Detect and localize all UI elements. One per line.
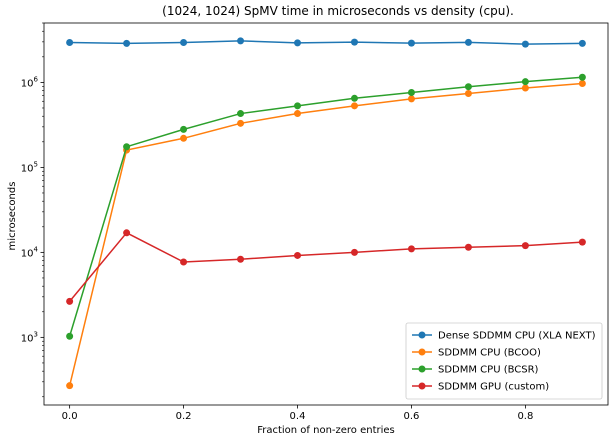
data-point <box>180 125 188 133</box>
x-tick-label: 0.6 <box>404 411 420 422</box>
legend: Dense SDDMM CPU (XLA NEXT) SDDMM CPU (BCO… <box>405 322 603 400</box>
data-point <box>294 39 302 47</box>
legend-label: SDDMM GPU (custom) <box>438 382 549 393</box>
data-point <box>578 238 586 246</box>
data-point <box>294 110 302 118</box>
y-axis-label: microseconds <box>7 182 18 251</box>
data-point <box>407 89 415 97</box>
chart-title: (1024, 1024) SpMV time in microseconds v… <box>162 4 514 18</box>
data-point <box>123 39 131 47</box>
y-tick-label: 103 <box>21 330 38 344</box>
plot-area <box>66 37 586 390</box>
data-point <box>521 40 529 48</box>
data-point <box>350 248 358 256</box>
legend-label: SDDMM CPU (BCOO) <box>438 348 541 359</box>
legend-marker <box>418 348 426 356</box>
data-point <box>407 245 415 253</box>
series-line <box>69 40 583 45</box>
legend-marker <box>418 365 426 373</box>
data-point <box>464 38 472 46</box>
data-point <box>578 73 586 81</box>
data-point <box>294 251 302 259</box>
data-point <box>180 134 188 142</box>
data-point <box>66 332 74 340</box>
series-line <box>69 231 583 302</box>
y-tick-label: 106 <box>21 75 39 89</box>
data-point <box>407 95 415 103</box>
data-point <box>66 382 74 390</box>
legend-marker <box>418 382 426 390</box>
x-tick-label: 0.0 <box>62 411 78 422</box>
data-point <box>464 243 472 251</box>
series-4 <box>66 229 586 305</box>
data-point <box>66 38 74 46</box>
data-point <box>237 110 245 118</box>
plot-frame <box>43 22 609 406</box>
axes: 0.0 0.2 0.4 0.6 0.8 103 104 105 106 <box>21 22 609 422</box>
legend-label: SDDMM CPU (BCSR) <box>438 365 539 376</box>
data-point <box>180 38 188 46</box>
data-point <box>350 94 358 102</box>
data-point <box>350 102 358 110</box>
series-2 <box>66 80 586 390</box>
data-point <box>578 39 586 47</box>
data-point <box>578 80 586 88</box>
data-point <box>464 83 472 91</box>
legend-box <box>405 322 603 400</box>
data-point <box>407 39 415 47</box>
data-point <box>294 102 302 110</box>
data-point <box>464 90 472 98</box>
legend-item: SDDMM CPU (BCOO) <box>412 348 541 359</box>
data-point <box>237 255 245 263</box>
data-point <box>237 119 245 127</box>
series-line <box>68 82 583 386</box>
x-tick-label: 0.8 <box>517 411 533 422</box>
data-point <box>521 78 529 86</box>
data-point <box>350 38 358 46</box>
series-line <box>68 76 583 337</box>
y-tick-label: 105 <box>21 160 38 174</box>
x-tick-label: 0.4 <box>290 411 306 422</box>
legend-item: SDDMM CPU (BCSR) <box>412 365 539 376</box>
data-point <box>66 297 74 305</box>
x-axis-label: Fraction of non-zero entries <box>257 425 395 436</box>
legend-marker <box>418 331 426 339</box>
series-3 <box>66 73 586 340</box>
x-tick-label: 0.2 <box>176 411 192 422</box>
data-point <box>237 37 245 45</box>
legend-label: Dense SDDMM CPU (XLA NEXT) <box>438 331 596 342</box>
data-point <box>521 242 529 250</box>
legend-item: SDDMM GPU (custom) <box>412 382 549 393</box>
series-1 <box>66 37 586 48</box>
data-point <box>123 229 131 237</box>
legend-item: Dense SDDMM CPU (XLA NEXT) <box>412 331 596 342</box>
data-point <box>521 84 529 92</box>
y-tick-label: 104 <box>21 245 39 259</box>
data-point <box>180 258 188 266</box>
data-point <box>123 143 131 151</box>
